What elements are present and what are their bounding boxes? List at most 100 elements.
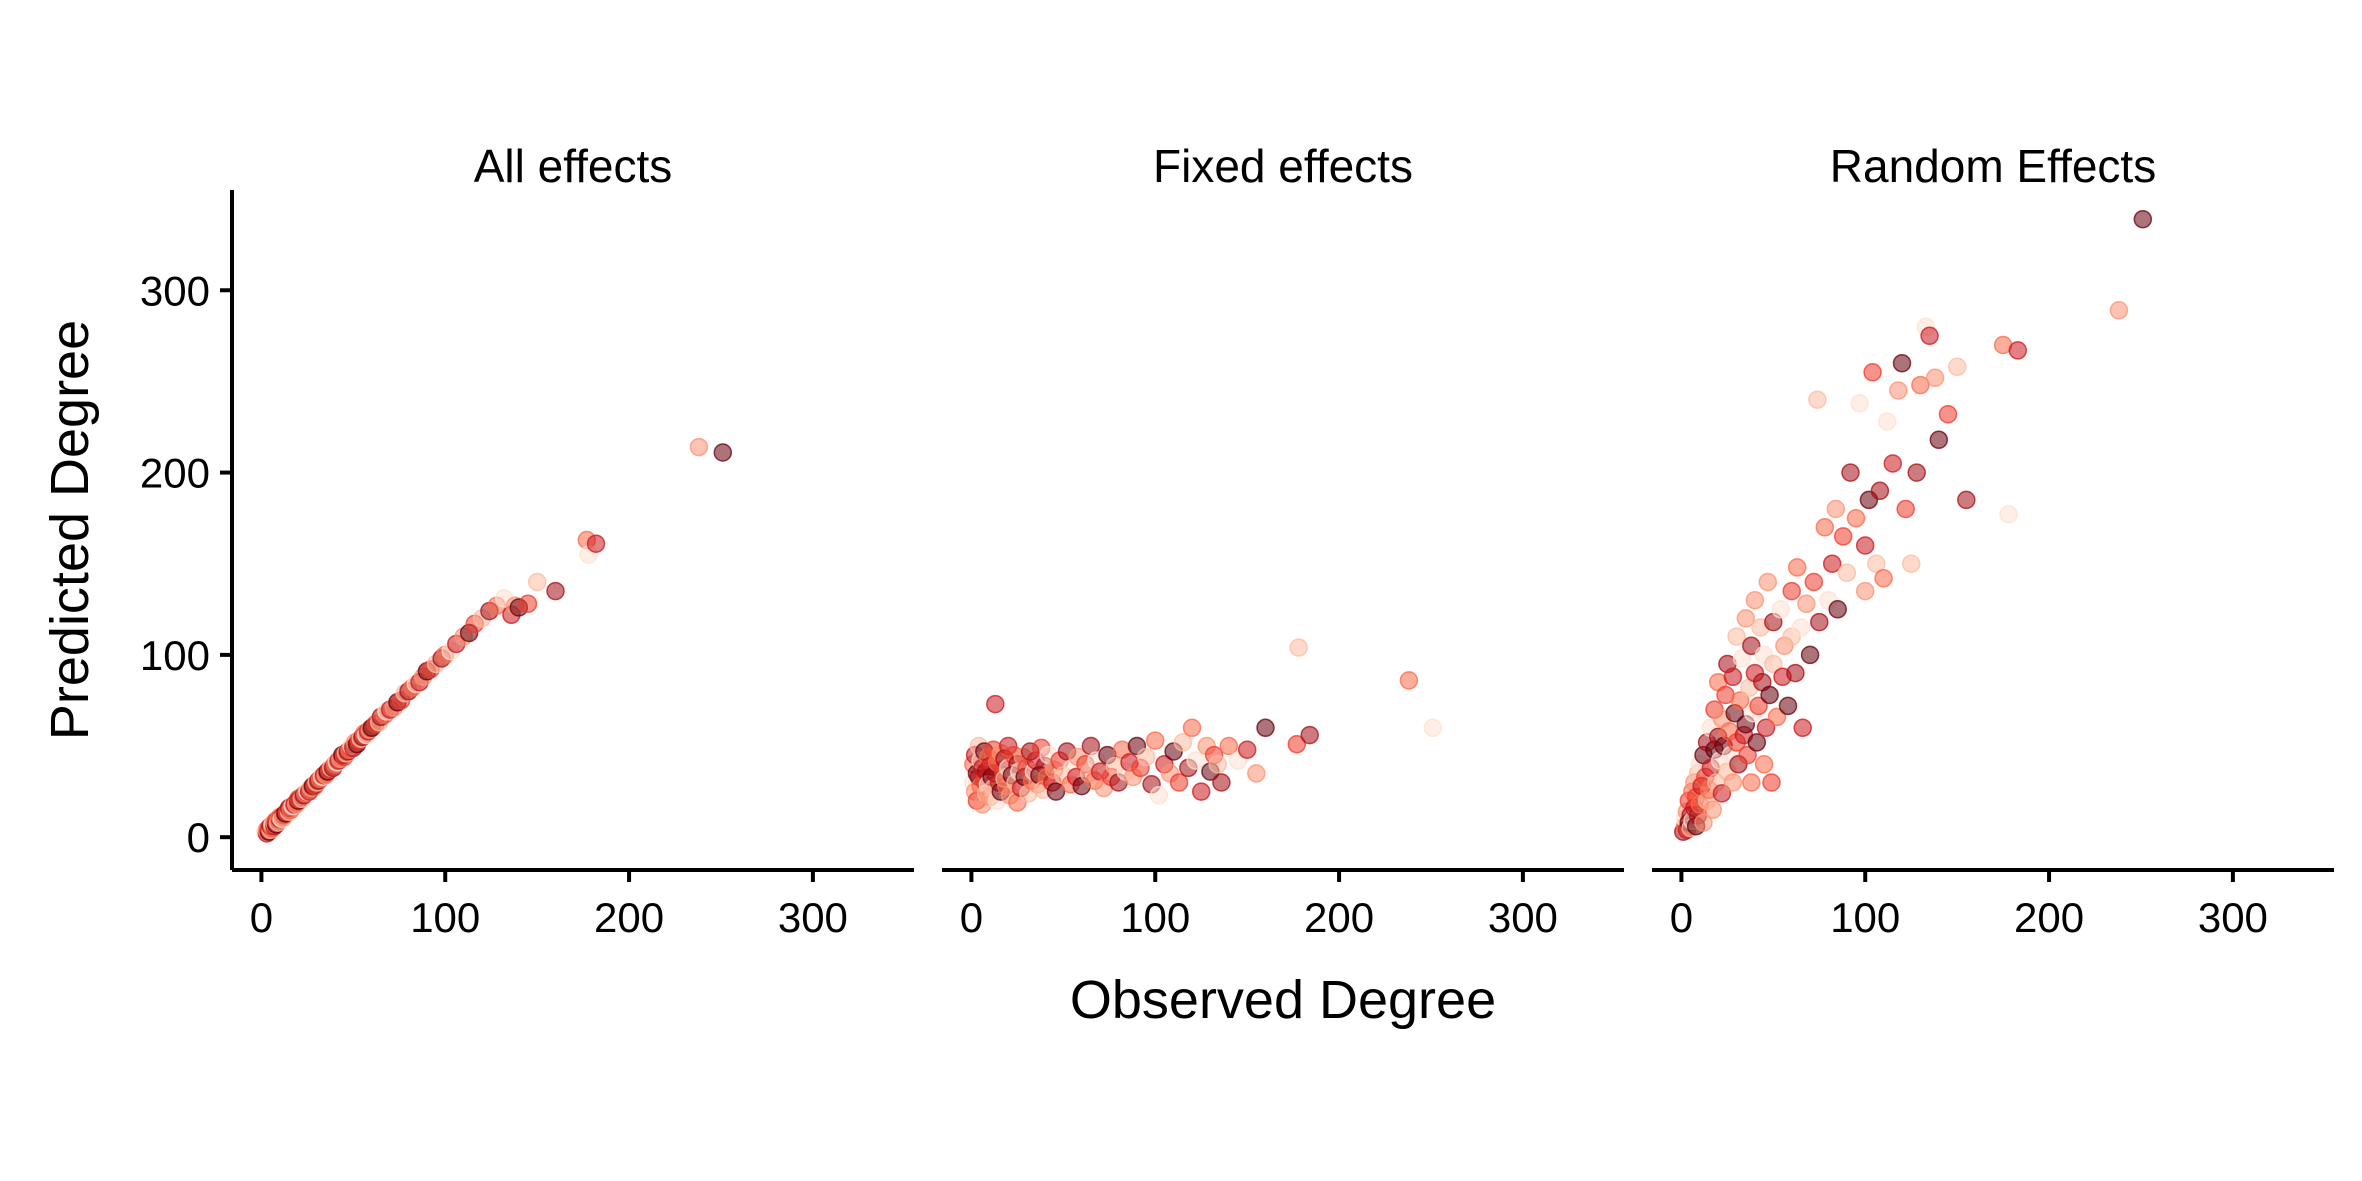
x-tick-label: 200 xyxy=(1304,894,1374,941)
points xyxy=(964,638,1443,814)
x-tick-label: 0 xyxy=(250,894,273,941)
data-point xyxy=(1145,731,1165,750)
data-point xyxy=(1901,554,1921,573)
data-point xyxy=(1911,375,1930,395)
y-axis: 0 100 200 300 xyxy=(140,190,234,870)
data-point xyxy=(1804,572,1824,592)
data-point xyxy=(1712,784,1732,803)
data-point xyxy=(546,581,565,601)
x-tick-label: 300 xyxy=(2198,894,2268,941)
data-point xyxy=(1800,645,1820,665)
data-point xyxy=(1855,536,1875,555)
data-point xyxy=(1749,696,1768,716)
data-point xyxy=(1738,745,1757,765)
x-tick-label: 0 xyxy=(1670,894,1693,941)
data-point xyxy=(1289,638,1308,657)
data-point xyxy=(2133,209,2153,229)
data-point xyxy=(1747,733,1767,752)
data-point xyxy=(1149,786,1169,805)
data-point xyxy=(1938,404,1958,424)
data-point xyxy=(1723,667,1743,687)
data-point xyxy=(1182,718,1202,738)
data-point xyxy=(1762,773,1781,792)
data-point xyxy=(1870,481,1890,501)
data-point xyxy=(1863,363,1882,382)
data-point xyxy=(1219,736,1239,756)
x-tick-label: 300 xyxy=(778,894,848,941)
data-point xyxy=(1892,353,1912,373)
data-point xyxy=(1191,782,1211,801)
data-point xyxy=(1797,594,1816,614)
panel-2: Fixed effects 0 100 200 300 xyxy=(942,140,1624,941)
data-point xyxy=(1767,707,1787,727)
data-point xyxy=(1878,412,1897,431)
data-point xyxy=(1742,636,1761,656)
data-point xyxy=(1896,499,1915,519)
data-point xyxy=(1833,527,1853,546)
x-tick-label: 0 xyxy=(960,894,983,941)
data-point xyxy=(1925,368,1945,388)
x-tick-label: 100 xyxy=(1830,894,1900,941)
data-point xyxy=(1173,733,1193,752)
data-point xyxy=(1046,782,1066,801)
data-point xyxy=(1764,654,1783,674)
data-point xyxy=(1828,600,1847,619)
panels: All effects 0 100 200 300 Fixed effects 0 100 20… xyxy=(232,140,2334,941)
data-point xyxy=(1883,454,1903,473)
data-point xyxy=(1999,505,2018,524)
data-point xyxy=(1756,718,1776,738)
panel-title: Fixed effects xyxy=(1153,140,1413,192)
panel-title: All effects xyxy=(474,140,673,192)
data-point xyxy=(1889,381,1908,400)
data-point xyxy=(713,443,733,462)
data-point xyxy=(1778,696,1798,716)
data-point xyxy=(1826,499,1846,519)
data-point xyxy=(1907,463,1926,482)
data-point xyxy=(2109,301,2129,320)
panel-title: Random Effects xyxy=(1830,140,2156,192)
data-point xyxy=(1841,463,1860,482)
data-point xyxy=(1920,326,1939,346)
data-point xyxy=(1786,663,1805,683)
data-point xyxy=(1846,508,1866,528)
data-point xyxy=(1703,800,1722,820)
data-point xyxy=(1855,581,1875,601)
data-point xyxy=(1742,773,1761,792)
data-point xyxy=(1208,755,1227,774)
data-point xyxy=(586,534,606,553)
data-point xyxy=(1957,490,1976,510)
x-tick-label: 300 xyxy=(1488,894,1558,941)
data-point xyxy=(986,694,1005,714)
data-point xyxy=(1782,581,1801,601)
data-point xyxy=(1754,755,1774,774)
data-point xyxy=(1929,430,1949,450)
data-point xyxy=(1212,773,1231,792)
data-point xyxy=(1727,627,1746,646)
data-point xyxy=(1947,357,1967,377)
data-point xyxy=(1423,718,1443,738)
y-tick-label: 100 xyxy=(140,632,210,679)
data-point xyxy=(1399,671,1419,690)
x-tick-label: 100 xyxy=(1120,894,1190,941)
x-tick-label: 200 xyxy=(594,894,664,941)
data-point xyxy=(1745,590,1765,610)
data-point xyxy=(1287,734,1307,754)
panel-1: All effects 0 100 200 300 xyxy=(232,140,914,941)
points xyxy=(255,437,733,843)
data-point xyxy=(1808,390,1827,409)
data-point xyxy=(1822,554,1842,573)
data-point xyxy=(1867,554,1886,573)
data-point xyxy=(1815,518,1835,537)
data-point xyxy=(1169,773,1189,792)
data-point xyxy=(1758,572,1778,592)
data-point xyxy=(1837,563,1857,583)
data-point xyxy=(1760,685,1779,705)
data-point xyxy=(2008,341,2028,360)
data-point xyxy=(1874,569,1893,588)
data-point xyxy=(1247,764,1266,783)
data-point xyxy=(1732,649,1752,668)
data-point xyxy=(1736,609,1756,628)
x-tick-label: 200 xyxy=(2014,894,2084,941)
data-point xyxy=(1723,773,1743,792)
